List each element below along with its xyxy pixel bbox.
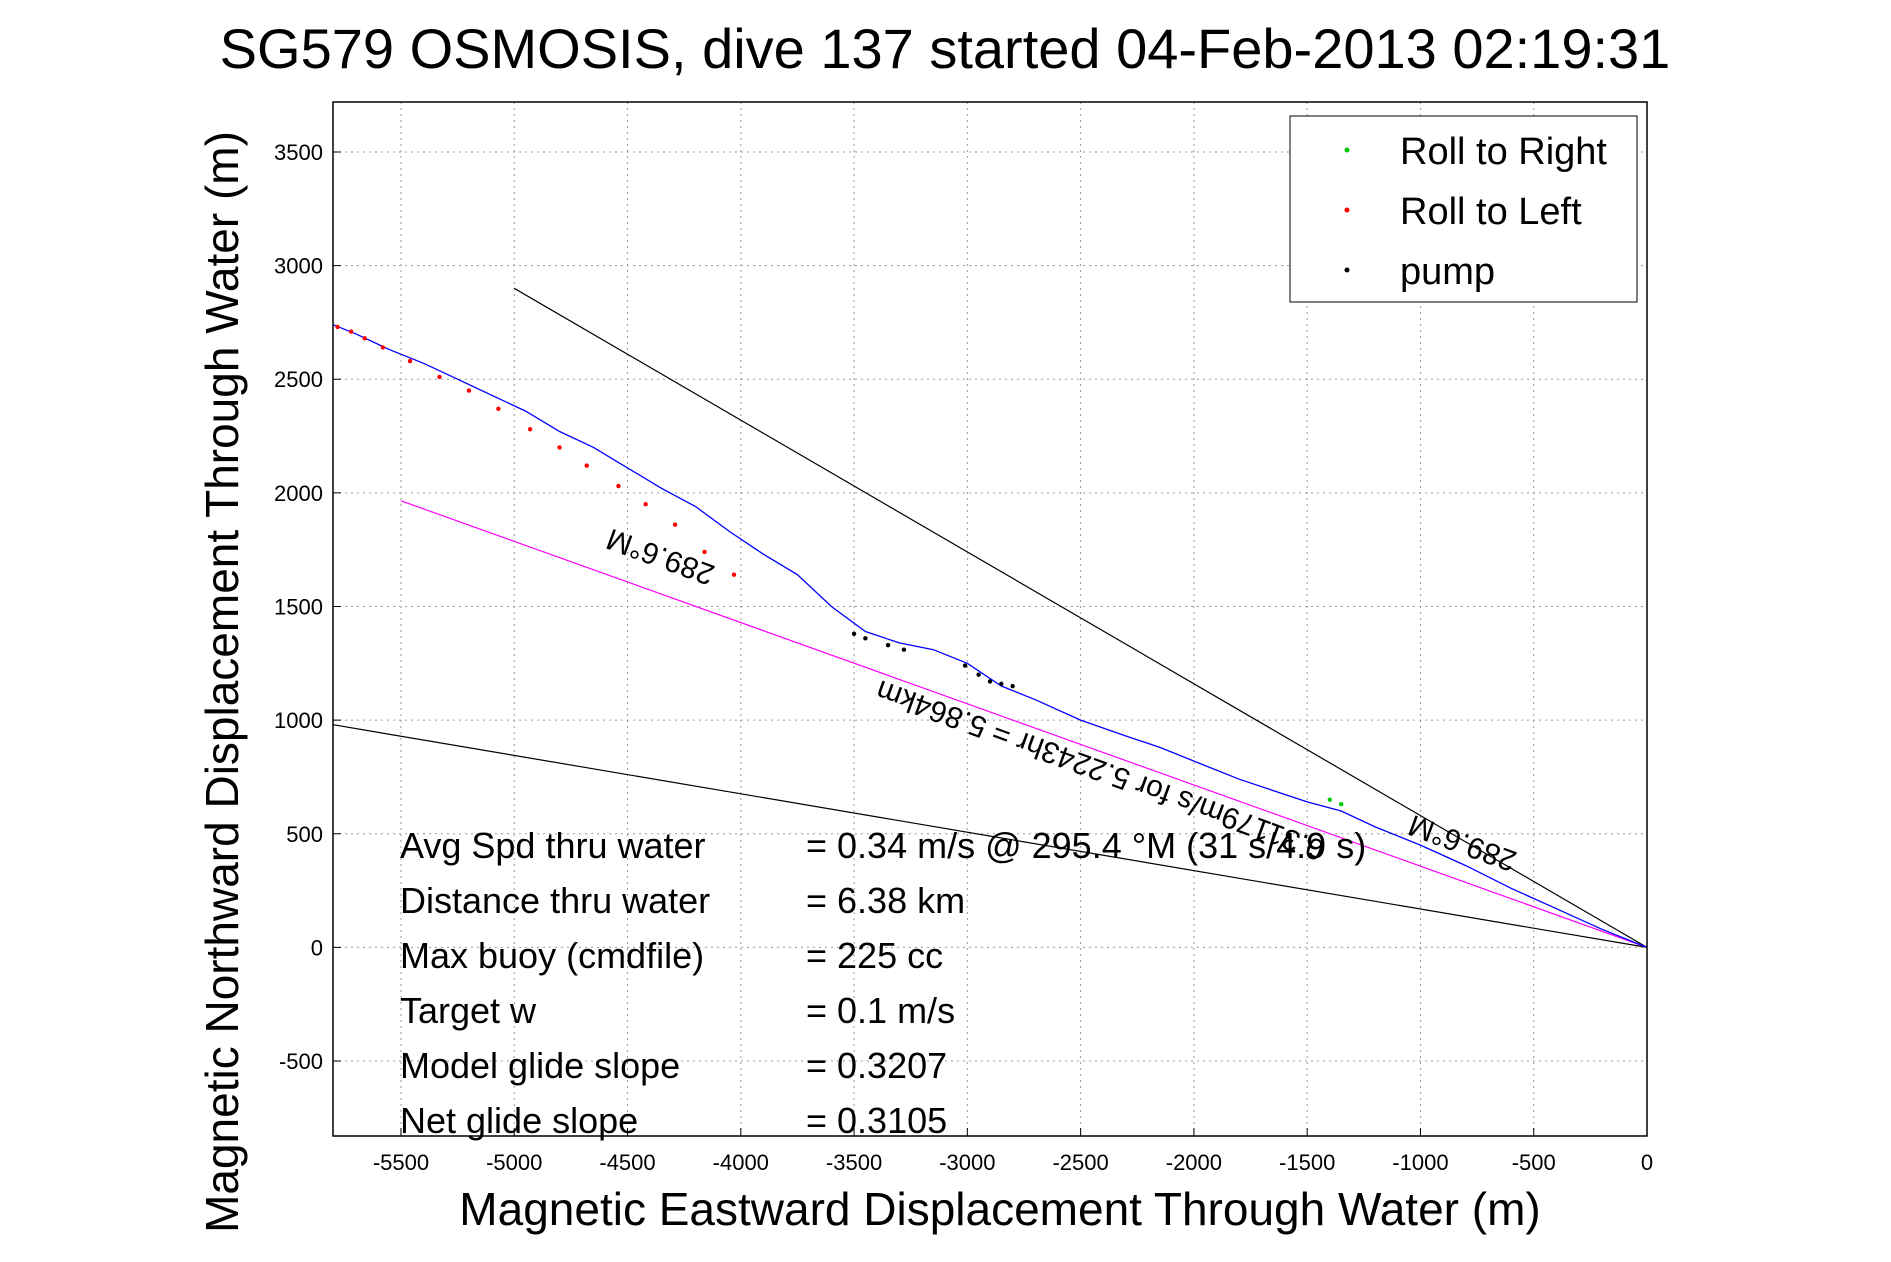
x-tick-label: -4500: [599, 1150, 655, 1175]
legend-marker: [1344, 147, 1350, 153]
stats-block: Avg Spd thru water = 0.34 m/s @ 295.4 °M …: [400, 825, 1366, 1141]
bounds-line: [332, 724, 1648, 948]
y-axis-label: Magnetic Northward Displacement Through …: [196, 131, 248, 1233]
legend-label: Roll to Right: [1400, 131, 1607, 173]
x-tick-label: -3000: [939, 1150, 995, 1175]
stat-value: = 225 cc: [806, 935, 943, 976]
x-tick-label: -500: [1512, 1150, 1556, 1175]
pump-marker: [851, 631, 857, 636]
stat-value: = 0.34 m/s @ 295.4 °M (31 s/4.9 s): [806, 825, 1366, 866]
roll-left-marker: [672, 522, 678, 527]
roll-left-marker: [643, 502, 648, 507]
x-tick-label: -3500: [826, 1150, 882, 1175]
roll-left-marker: [584, 463, 589, 468]
roll-right-marker: [1338, 802, 1344, 807]
roll-left-marker: [407, 358, 413, 364]
roll-left-marker: [527, 427, 533, 432]
x-tick-label: 0: [1641, 1150, 1653, 1175]
bounds-line: [513, 287, 1648, 948]
x-tick-label: -4000: [713, 1150, 769, 1175]
roll-left-marker: [466, 388, 472, 393]
roll-left-marker: [496, 406, 501, 411]
roll-left-marker: [616, 483, 621, 489]
roll-left-marker: [731, 572, 737, 577]
pump-marker: [962, 663, 968, 668]
y-tick-label: 2500: [274, 367, 323, 392]
legend-label: pump: [1400, 251, 1495, 293]
roll-left-marker: [335, 324, 340, 330]
stat-label: Net glide slope: [400, 1100, 638, 1141]
x-axis-label: Magnetic Eastward Displacement Through W…: [459, 1183, 1540, 1235]
pump-marker: [987, 679, 993, 684]
legend-label: Roll to Left: [1400, 191, 1582, 233]
stat-label: Distance thru water: [400, 880, 710, 921]
stat-value: = 0.1 m/s: [806, 990, 955, 1031]
pump-marker: [1010, 683, 1015, 689]
plot-frame: [332, 101, 1648, 1137]
stat-label: Avg Spd thru water: [400, 825, 706, 866]
stat-value: = 0.3207: [806, 1045, 947, 1086]
pump-marker: [901, 647, 907, 652]
roll-left-marker: [362, 336, 367, 341]
x-tick-label: -1500: [1279, 1150, 1335, 1175]
chart-title: SG579 OSMOSIS, dive 137 started 04-Feb-2…: [220, 17, 1671, 80]
x-tick-label: -5000: [486, 1150, 542, 1175]
legend: Roll to Right Roll to Left pump: [1289, 115, 1638, 303]
y-tick-label: 1000: [274, 708, 323, 733]
y-tick-label: 1500: [274, 595, 323, 620]
x-tick-label: -2500: [1052, 1150, 1108, 1175]
stat-label: Model glide slope: [400, 1045, 680, 1086]
y-tick-label: 0: [311, 935, 323, 960]
pump-marker: [999, 681, 1004, 686]
tick-layer: -5500 -5000 -4500 -4000 -3500 -3000 -2500 -2000…: [274, 140, 1653, 1175]
stat-value: = 0.3105: [806, 1100, 947, 1141]
y-tick-label: 500: [286, 822, 323, 847]
grid-layer: [333, 102, 1647, 1136]
y-tick-label: 2000: [274, 481, 323, 506]
stat-label: Max buoy (cmdfile): [400, 935, 704, 976]
stat-value: = 6.38 km: [806, 880, 965, 921]
roll-left-marker: [348, 329, 354, 334]
roll-left-marker: [702, 549, 707, 555]
pump-marker: [863, 636, 868, 641]
stat-label: Target w: [400, 990, 537, 1031]
roll-right-marker: [1327, 797, 1333, 802]
pump-marker: [885, 642, 891, 648]
x-tick-label: -5500: [373, 1150, 429, 1175]
legend-marker: [1344, 207, 1350, 213]
y-tick-label: 3500: [274, 140, 323, 165]
legend-marker: [1344, 267, 1350, 273]
data-layer: [332, 287, 1648, 949]
y-tick-label: -500: [279, 1049, 323, 1074]
roll-left-marker: [380, 345, 386, 350]
heading-line: [400, 500, 1648, 948]
roll-left-marker: [557, 445, 562, 450]
x-tick-label: -1000: [1392, 1150, 1448, 1175]
roll-left-marker: [437, 374, 442, 380]
pump-marker: [976, 672, 981, 677]
track-line: [332, 324, 1648, 949]
y-tick-label: 3000: [274, 254, 323, 279]
x-tick-label: -2000: [1166, 1150, 1222, 1175]
